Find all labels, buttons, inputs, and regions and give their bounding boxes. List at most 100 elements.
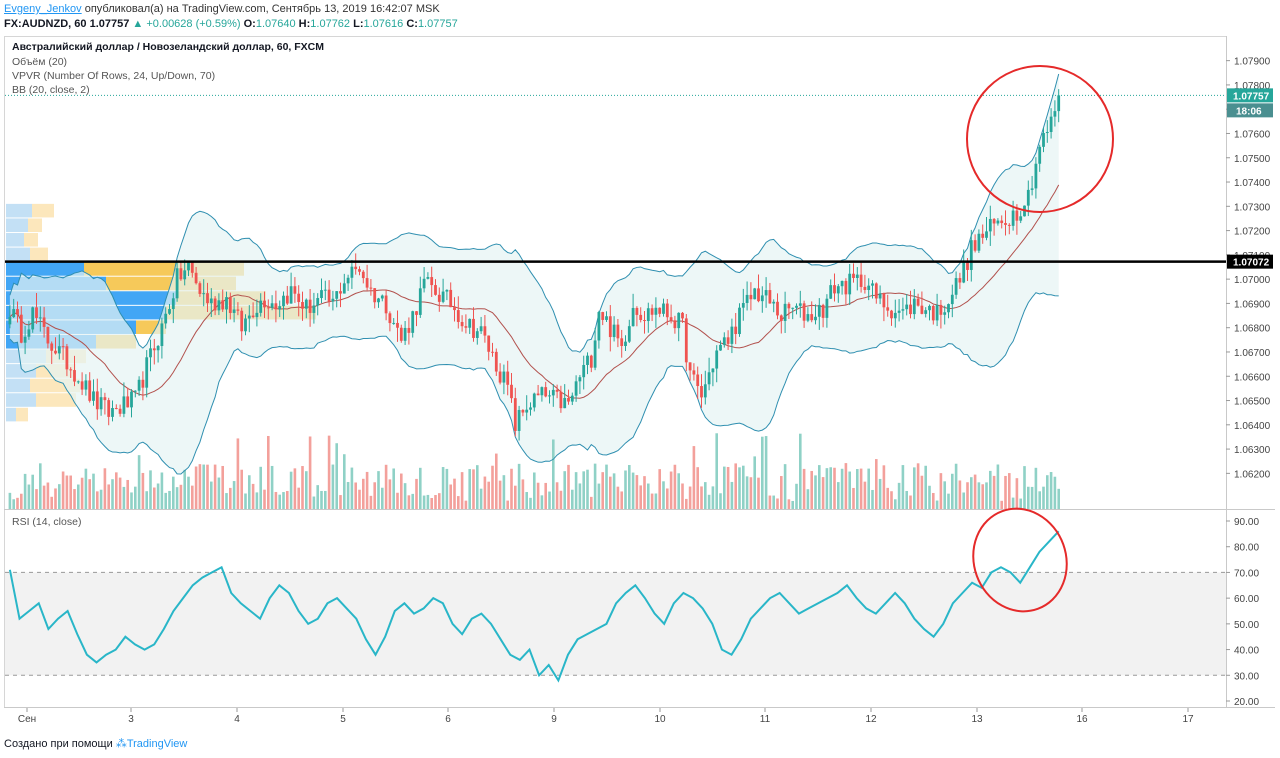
volume-bar (856, 469, 859, 509)
candle-body (445, 289, 449, 292)
candle-body (893, 312, 897, 319)
volume-bar (137, 455, 141, 509)
volume-bar (954, 463, 958, 509)
volume-bar (761, 436, 764, 509)
candle-body (730, 326, 734, 344)
candle-body (103, 397, 107, 401)
candle-body (665, 303, 669, 318)
annotation-circle-rsi (972, 507, 1068, 613)
candle-body (415, 311, 418, 315)
candle-body (263, 300, 266, 308)
candle-body (69, 369, 73, 371)
volume-bar (16, 497, 19, 509)
candle-body (422, 278, 426, 289)
countdown-bg (1227, 103, 1273, 118)
time-tick-label: 6 (445, 714, 451, 725)
candle-body (821, 304, 825, 318)
volume-bar (563, 471, 566, 509)
volume-bar (468, 469, 471, 509)
candle-body (225, 297, 228, 310)
candle-body (456, 310, 460, 322)
volume-bar (476, 465, 479, 509)
bb-lower-line (9, 292, 1059, 475)
candle-body (722, 337, 726, 345)
candle-body (532, 393, 536, 408)
volume-bar (772, 495, 775, 509)
candle-body (745, 294, 749, 304)
volume-bar (308, 436, 312, 509)
volume-bar (810, 470, 813, 509)
time-tick-label: 13 (971, 714, 983, 725)
volume-bar (213, 464, 217, 509)
candle-body (221, 300, 225, 310)
candle-body (84, 380, 88, 390)
price-tick-label: 1.06800 (1234, 324, 1271, 335)
volume-bar (388, 479, 392, 509)
candle-body (430, 277, 434, 286)
candle-body (673, 320, 677, 329)
volume-bar (1008, 473, 1011, 509)
candle-body (901, 309, 905, 311)
volume-bar (692, 446, 696, 509)
volume-bar (172, 476, 175, 509)
rsi-pane (5, 530, 1226, 683)
candle-body (1026, 189, 1030, 206)
volume-bar (878, 478, 882, 509)
volume-bar (973, 474, 977, 509)
candle-body (863, 286, 867, 290)
author-link[interactable]: Evgeny_Jenkov (4, 3, 82, 15)
volume-bar (658, 469, 661, 509)
price-tick-label: 1.06300 (1234, 445, 1271, 456)
volume-bar (514, 485, 517, 509)
volume-bar (259, 466, 262, 509)
candle-body (339, 291, 342, 294)
candle-body (297, 293, 301, 303)
candle-body (114, 408, 118, 410)
candle-body (726, 337, 730, 344)
candle-body (814, 316, 817, 321)
candle-body (453, 307, 456, 311)
volume-bar (635, 475, 639, 509)
volume-bar (411, 493, 414, 509)
volume-bar (932, 492, 935, 509)
candle-body (358, 269, 361, 272)
volume-bar (343, 454, 346, 509)
rsi-tick-label: 30.00 (1234, 671, 1259, 682)
candle-body (308, 299, 312, 313)
low-value: 1.07616 (363, 18, 404, 30)
volume-bar (886, 487, 889, 509)
volume-bar (472, 469, 475, 509)
candle-body (981, 233, 985, 238)
volume-bar (859, 468, 863, 509)
vpvr-up-row (6, 407, 16, 422)
annotations (966, 65, 1114, 613)
volume-bar (221, 465, 224, 509)
candle-body (156, 346, 160, 351)
volume-bar (145, 491, 148, 509)
volume-bar (753, 456, 756, 509)
tradingview-brand[interactable]: TradingView (126, 738, 188, 750)
volume-bar (88, 479, 91, 509)
candle-body (627, 326, 631, 342)
candle-body (658, 307, 662, 314)
volume-bar (582, 471, 585, 509)
volume-bar (989, 470, 992, 509)
price-chart[interactable]: 1.079001.078001.077001.076001.075001.074… (0, 0, 1280, 735)
candle-body (50, 343, 54, 351)
price-tick-label: 1.06200 (1234, 469, 1271, 480)
volume-bar (50, 496, 53, 509)
candle-body (593, 340, 597, 368)
volume-bar (434, 495, 437, 509)
candle-body (133, 390, 137, 392)
candle-body (1049, 116, 1053, 133)
volume-bar (981, 484, 984, 509)
candle-body (559, 391, 563, 409)
volume-bar (844, 463, 848, 509)
candle-body (912, 298, 916, 315)
volume-bar (58, 484, 61, 509)
candle-body (852, 273, 855, 278)
candle-body (335, 291, 339, 299)
volume-bar (787, 499, 791, 509)
volume-bar (134, 486, 137, 509)
volume-bar (426, 494, 430, 509)
